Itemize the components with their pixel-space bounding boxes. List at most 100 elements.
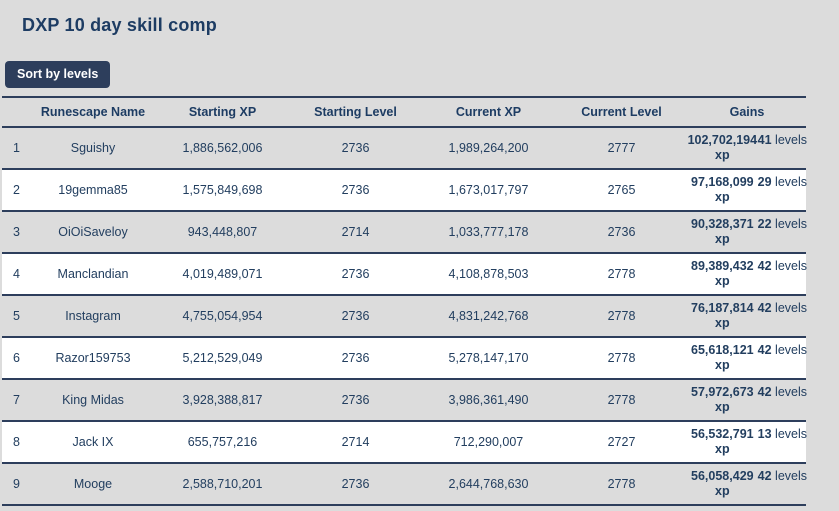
gained-levels-number: 42 [757,259,772,273]
competition-table: Runescape Name Starting XP Starting Leve… [2,96,808,506]
current-xp-cell: 5,278,147,170 [448,351,529,365]
rank-cell: 8 [13,435,20,449]
gained-xp-value: 57,972,673 xp [687,385,758,415]
gained-levels-number: 13 [757,427,772,441]
table-row: 3 OiOiSaveloy 943,448,807 2714 1,033,777… [2,211,807,253]
levels-suffix-label: levels [775,385,808,399]
gained-levels-value: 29 levels [758,175,807,190]
runescape-name-cell: Instagram [65,309,121,323]
current-level-cell: 2778 [607,351,636,365]
gained-levels-number: 42 [757,385,772,399]
current-xp-cell: 712,290,007 [453,435,524,449]
levels-suffix-label: levels [775,343,808,357]
starting-xp-cell: 943,448,807 [187,225,258,239]
levels-suffix-label: levels [775,259,808,273]
rank-cell: 6 [13,351,20,365]
rank-cell: 1 [13,141,20,155]
runescape-name-cell: Manclandian [57,267,129,281]
levels-suffix-label: levels [775,217,808,231]
gained-xp-number: 57,972,673 [691,385,754,399]
gained-levels-value: 42 levels [758,301,807,316]
gains-cell: 90,328,371 xp 22 levels [687,211,807,253]
gained-levels-value: 42 levels [758,343,807,358]
gained-xp-value: 90,328,371 xp [687,217,758,247]
gained-xp-value: 97,168,099 xp [687,175,758,205]
levels-suffix-label: levels [775,427,808,441]
current-level-column-header: Current Level [555,97,688,128]
gains-cell: 65,618,121 xp 42 levels [687,337,807,379]
starting-level-cell: 2736 [341,267,370,281]
gains-cell: 57,972,673 xp 42 levels [687,379,808,421]
starting-xp-cell: 3,928,388,817 [182,393,263,407]
current-level-cell: 2778 [607,477,636,491]
gained-levels-value: 42 levels [758,259,807,274]
gained-levels-number: 29 [757,175,772,189]
gained-levels-value: 13 levels [758,427,807,442]
gains-cell: 56,058,429 xp 42 levels [687,463,807,505]
xp-suffix-label: xp [715,358,730,372]
runescape-name-cell: OiOiSaveloy [58,225,128,239]
starting-xp-cell: 4,019,489,071 [182,267,263,281]
levels-suffix-label: levels [775,301,808,315]
runescape-name-column-header: Runescape Name [30,97,156,128]
xp-suffix-label: xp [715,190,730,204]
starting-level-cell: 2736 [341,351,370,365]
gained-xp-number: 97,168,099 [691,175,754,189]
starting-level-cell: 2714 [341,225,370,239]
gained-levels-number: 22 [757,217,772,231]
current-level-cell: 2778 [607,267,636,281]
rank-cell: 9 [13,477,20,491]
runescape-name-cell: King Midas [62,393,124,407]
sort-by-levels-button[interactable]: Sort by levels [5,61,111,88]
current-xp-cell: 2,644,768,630 [448,477,529,491]
table-row: 1 Sguishy 1,886,562,006 2736 1,989,264,2… [2,127,807,169]
runescape-name-cell: 19gemma85 [58,183,128,197]
starting-xp-cell: 2,588,710,201 [182,477,263,491]
gained-xp-number: 76,187,814 [691,301,754,315]
gained-xp-value: 65,618,121 xp [687,343,758,373]
starting-level-cell: 2736 [341,141,370,155]
current-level-cell: 2778 [607,309,636,323]
gains-cell: 102,702,194 xp 41 levels [687,127,807,169]
gained-xp-number: 90,328,371 [691,217,754,231]
current-xp-cell: 4,831,242,768 [448,309,529,323]
xp-suffix-label: xp [715,316,730,330]
starting-level-cell: 2736 [341,393,370,407]
gained-xp-value: 76,187,814 xp [687,301,758,331]
gained-xp-number: 56,058,429 [691,469,754,483]
gained-levels-number: 42 [757,469,772,483]
starting-xp-cell: 655,757,216 [187,435,258,449]
table-row: 7 King Midas 3,928,388,817 2736 3,986,36… [2,379,808,421]
table-row: 9 Mooge 2,588,710,201 2736 2,644,768,630… [2,463,807,505]
table-row: 8 Jack IX 655,757,216 2714 712,290,007 2… [2,421,807,463]
starting-xp-cell: 1,575,849,698 [182,183,263,197]
current-level-cell: 2765 [607,183,636,197]
current-xp-cell: 1,989,264,200 [448,141,529,155]
current-level-cell: 2777 [607,141,636,155]
gained-xp-number: 65,618,121 [691,343,754,357]
page-title: DXP 10 day skill comp [22,15,217,35]
starting-xp-cell: 5,212,529,049 [182,351,263,365]
table-row: 4 Manclandian 4,019,489,071 2736 4,108,8… [2,253,807,295]
table-row: 5 Instagram 4,755,054,954 2736 4,831,242… [2,295,807,337]
runescape-name-cell: Jack IX [72,435,114,449]
runescape-name-cell: Sguishy [70,141,116,155]
starting-level-cell: 2736 [341,477,370,491]
gained-xp-value: 102,702,194 xp [687,133,758,163]
levels-suffix-label: levels [775,469,808,483]
gained-levels-value: 41 levels [758,133,807,148]
gained-levels-value: 22 levels [758,217,807,232]
rank-cell: 3 [13,225,20,239]
current-xp-column-header: Current XP [422,97,555,128]
gained-levels-number: 42 [757,301,772,315]
runescape-name-cell: Razor159753 [55,351,131,365]
gains-cell: 76,187,814 xp 42 levels [687,295,807,337]
gained-xp-number: 56,532,791 [691,427,754,441]
xp-suffix-label: xp [715,148,730,162]
runescape-name-cell: Mooge [73,477,113,491]
gained-xp-value: 56,058,429 xp [687,469,758,499]
xp-suffix-label: xp [715,484,730,498]
current-level-cell: 2778 [607,393,636,407]
gained-levels-value: 42 levels [758,469,807,484]
current-level-cell: 2727 [607,435,636,449]
